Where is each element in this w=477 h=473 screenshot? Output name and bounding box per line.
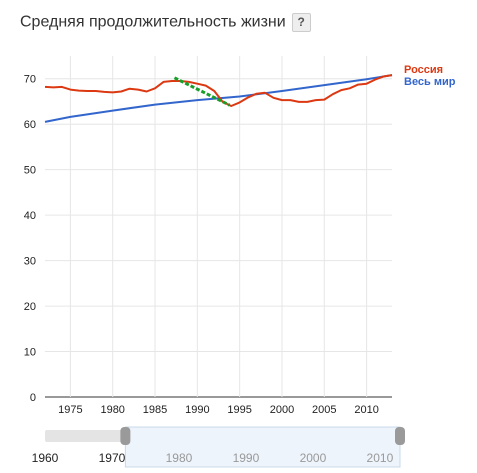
range-handle-left[interactable] xyxy=(120,427,131,445)
x-tick-label: 1985 xyxy=(143,404,167,416)
help-button[interactable]: ? xyxy=(291,13,311,32)
y-tick-label: 40 xyxy=(24,210,36,222)
range-label: 1970 xyxy=(99,451,126,465)
legend-item-world[interactable]: Весь мир xyxy=(404,76,455,88)
range-label: 1990 xyxy=(233,451,260,465)
annotation-line xyxy=(173,76,231,107)
y-tick-label: 60 xyxy=(24,119,36,131)
x-tick-label: 1980 xyxy=(100,404,124,416)
x-tick-label: 1995 xyxy=(227,404,251,416)
y-tick-label: 20 xyxy=(24,301,36,313)
series-line-russia xyxy=(44,74,393,107)
chart-title: Средняя продолжительность жизни? xyxy=(20,13,311,32)
legend-label-russia: Россия xyxy=(404,64,444,76)
range-window xyxy=(124,426,401,468)
y-tick-label: 70 xyxy=(24,74,36,86)
grid xyxy=(45,56,392,398)
plot-area[interactable] xyxy=(44,74,393,123)
x-tick-label: 1990 xyxy=(185,404,209,416)
legend: Россия Весь мир xyxy=(404,64,455,88)
x-tick-label: 1975 xyxy=(58,404,82,416)
range-selector: 1960 1970 1980 1990 2000 2010 xyxy=(32,426,405,468)
y-tick-label: 0 xyxy=(30,392,36,404)
y-tick-label: 10 xyxy=(24,347,36,359)
range-label: 2010 xyxy=(367,451,394,465)
y-tick-label: 30 xyxy=(24,256,36,268)
y-axis: 0 10 20 30 40 50 60 70 xyxy=(24,74,36,404)
x-axis: 1975 1980 1985 1990 1995 2000 2005 2010 xyxy=(58,404,379,416)
range-label: 1960 xyxy=(32,451,59,465)
range-handle-right[interactable] xyxy=(395,427,405,445)
x-tick-label: 2010 xyxy=(354,404,378,416)
x-tick-label: 2005 xyxy=(312,404,336,416)
x-tick-label: 2000 xyxy=(270,404,294,416)
chart-title-text: Средняя продолжительность жизни xyxy=(20,13,286,31)
y-tick-label: 50 xyxy=(24,165,36,177)
legend-label-world: Весь мир xyxy=(404,76,456,88)
range-label: 2000 xyxy=(300,451,327,465)
legend-item-russia[interactable]: Россия xyxy=(404,64,455,76)
range-label: 1980 xyxy=(166,451,193,465)
